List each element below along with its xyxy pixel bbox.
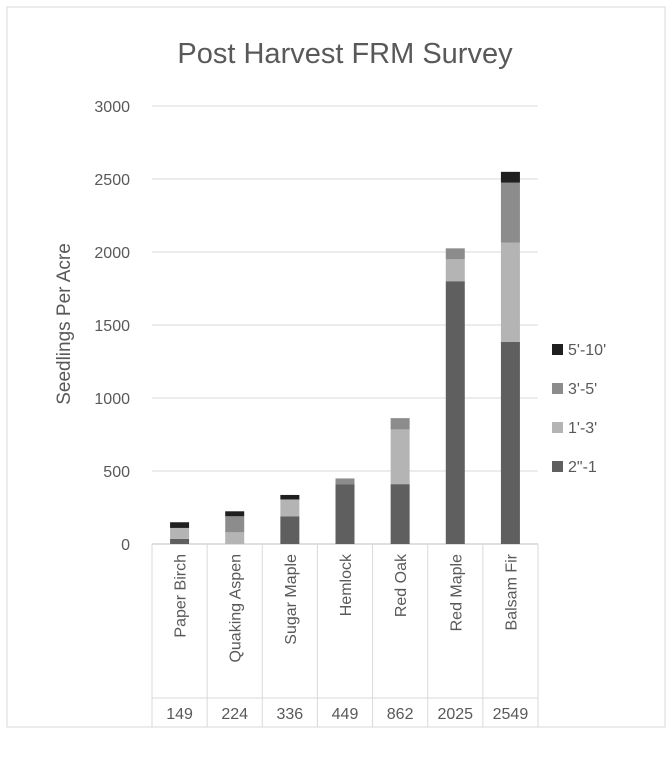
y-tick-label-3000: 3000 <box>94 99 130 116</box>
category-total-paper-birch: 149 <box>166 706 193 723</box>
bar-quaking-aspen-3-5 <box>225 516 245 533</box>
bars <box>170 171 520 544</box>
legend-label-2-1: 2"-1 <box>568 459 597 476</box>
category-label-red-maple: Red Maple <box>448 554 465 631</box>
gridlines <box>152 105 538 545</box>
bar-red-oak-3-5 <box>390 418 410 430</box>
legend-label-5-10: 5'-10' <box>568 342 606 359</box>
y-tick-label-1500: 1500 <box>94 318 130 335</box>
bar-hemlock-2-1 <box>335 484 355 544</box>
bar-red-maple-3-5 <box>445 248 465 260</box>
category-label-balsam-fir: Balsam Fir <box>503 553 520 630</box>
chart-title: Post Harvest FRM Survey <box>177 38 513 70</box>
bar-balsam-fir-1-3 <box>500 242 520 342</box>
y-tick-label-0: 0 <box>121 537 130 554</box>
legend-label-3-5: 3'-5' <box>568 381 597 398</box>
legend-swatch-1-3 <box>552 422 563 433</box>
category-total-red-oak: 862 <box>387 706 414 723</box>
bar-paper-birch-1-3 <box>170 527 190 539</box>
bar-balsam-fir-3-5 <box>500 182 520 243</box>
bar-sugar-maple-1-3 <box>280 499 300 517</box>
category-label-quaking-aspen: Quaking Aspen <box>228 554 245 663</box>
y-axis-label: Seedlings Per Acre <box>54 243 75 405</box>
category-table: Paper Birch 149 Quaking Aspen 224 Sugar Mapl… <box>151 544 539 727</box>
y-tick-labels: 0 500 1000 1500 2000 2500 3000 <box>94 99 130 554</box>
y-tick-label-2500: 2500 <box>94 172 130 189</box>
bar-sugar-maple-2-1 <box>280 516 300 544</box>
legend-swatch-2-1 <box>552 461 563 472</box>
category-label-sugar-maple: Sugar Maple <box>283 554 300 645</box>
chart-area-border <box>6 6 666 728</box>
bar-red-oak-2-1 <box>390 484 410 544</box>
y-tick-label-2000: 2000 <box>94 245 130 262</box>
bar-paper-birch-5-10 <box>170 522 190 528</box>
category-total-balsam-fir: 2549 <box>493 706 529 723</box>
bar-sugar-maple-5-10 <box>280 494 300 500</box>
bar-red-maple-1-3 <box>445 259 465 282</box>
legend: 5'-10' 3'-5' 1'-3' 2"-1 <box>552 342 606 476</box>
legend-swatch-3-5 <box>552 383 563 394</box>
category-total-quaking-aspen: 224 <box>221 706 248 723</box>
y-tick-label-1000: 1000 <box>94 391 130 408</box>
legend-label-1-3: 1'-3' <box>568 420 597 437</box>
bar-balsam-fir-2-1 <box>500 341 520 544</box>
legend-swatch-5-10 <box>552 344 563 355</box>
category-total-sugar-maple: 336 <box>277 706 304 723</box>
bar-red-oak-1-3 <box>390 429 410 485</box>
category-label-red-oak: Red Oak <box>393 553 410 617</box>
bar-quaking-aspen-1-3 <box>225 532 245 544</box>
bar-balsam-fir-5-10 <box>500 171 520 183</box>
bar-paper-birch-2-1 <box>170 538 190 544</box>
bar-quaking-aspen-5-10 <box>225 511 245 517</box>
y-tick-label-500: 500 <box>103 464 130 481</box>
bar-hemlock-3-5 <box>335 478 355 485</box>
category-label-paper-birch: Paper Birch <box>173 554 190 638</box>
category-total-hemlock: 449 <box>332 706 359 723</box>
bar-red-maple-2-1 <box>445 281 465 544</box>
category-label-hemlock: Hemlock <box>338 553 355 616</box>
category-total-red-maple: 2025 <box>437 706 473 723</box>
